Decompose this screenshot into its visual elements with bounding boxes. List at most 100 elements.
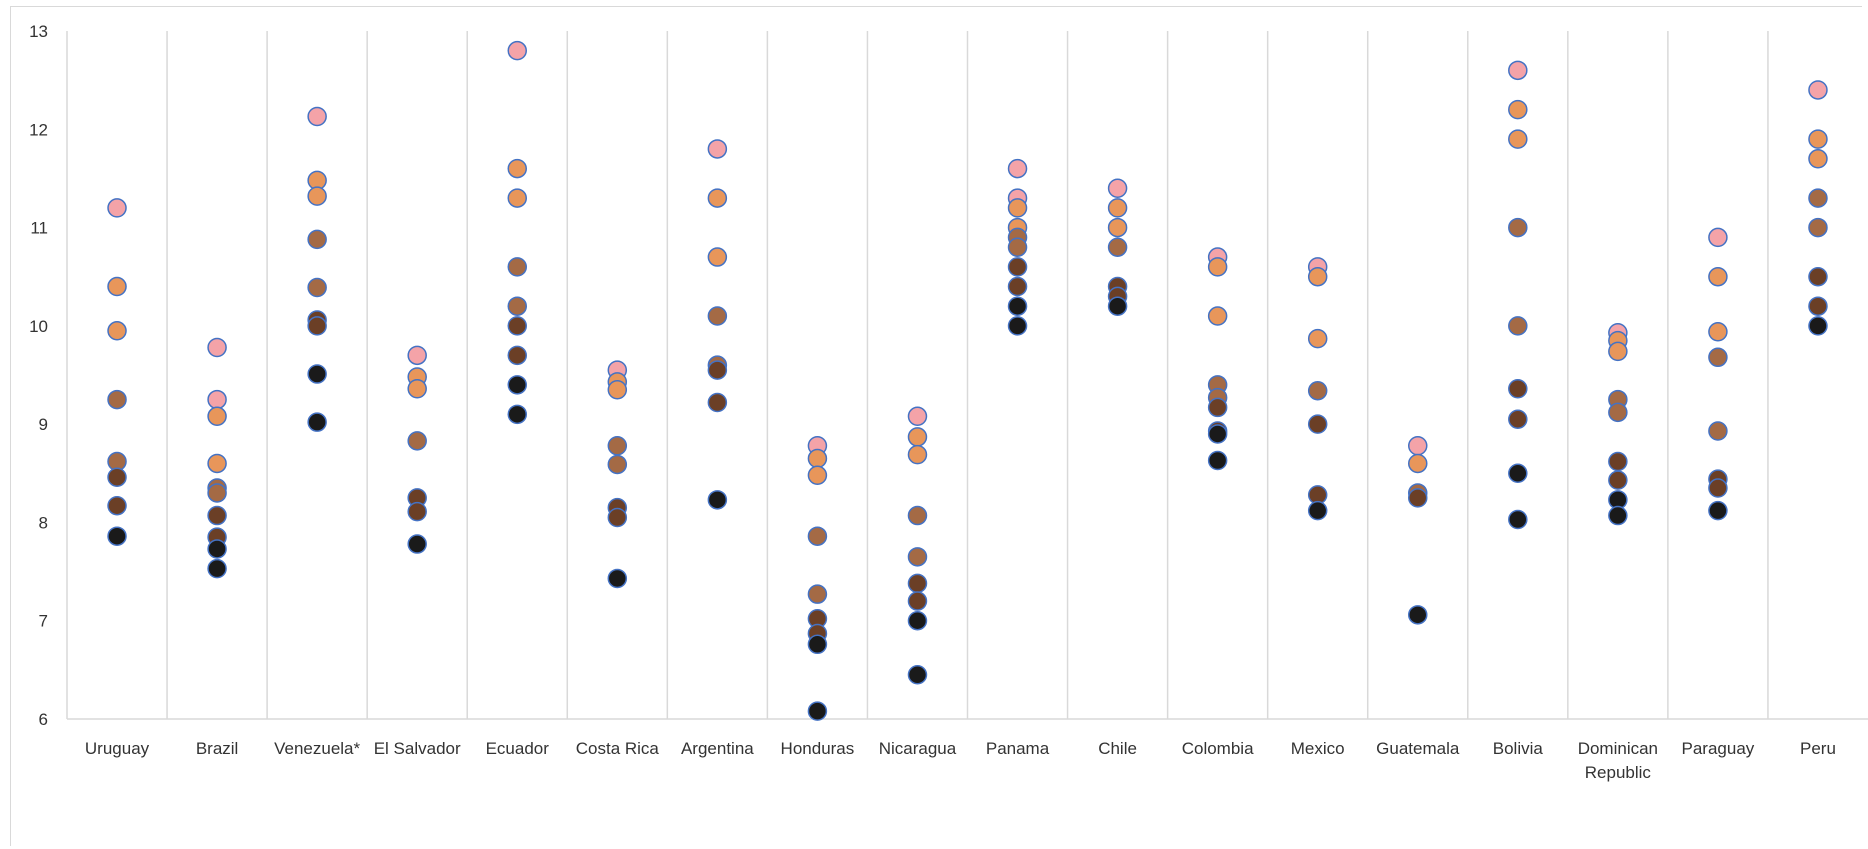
data-point bbox=[207, 558, 227, 579]
data-point bbox=[707, 392, 728, 413]
data-point bbox=[1408, 605, 1428, 625]
data-point bbox=[1107, 217, 1128, 238]
data-point bbox=[207, 505, 227, 526]
data-point bbox=[1508, 409, 1528, 429]
data-point bbox=[1508, 316, 1528, 336]
data-point bbox=[907, 547, 928, 567]
category-label: Dominican bbox=[1578, 739, 1658, 758]
data-point bbox=[207, 453, 227, 474]
data-point bbox=[1307, 414, 1328, 434]
data-point bbox=[207, 406, 227, 427]
data-point bbox=[507, 257, 527, 277]
data-point bbox=[507, 375, 527, 395]
data-point bbox=[1708, 266, 1728, 287]
data-point bbox=[1007, 276, 1028, 297]
data-point bbox=[107, 495, 127, 516]
data-point bbox=[307, 229, 327, 250]
data-point bbox=[907, 427, 928, 447]
data-point bbox=[1007, 296, 1028, 316]
data-point bbox=[807, 526, 828, 546]
data-point bbox=[707, 360, 728, 380]
data-point bbox=[1608, 505, 1628, 526]
data-point bbox=[207, 389, 227, 410]
category-label: Mexico bbox=[1291, 739, 1345, 758]
data-point bbox=[607, 454, 628, 475]
data-point bbox=[607, 507, 628, 528]
y-tick-label: 7 bbox=[39, 612, 48, 631]
data-point bbox=[907, 591, 928, 611]
data-point bbox=[1107, 198, 1128, 218]
data-point bbox=[1408, 453, 1428, 474]
category-label: Argentina bbox=[681, 739, 754, 758]
data-point bbox=[407, 431, 427, 451]
data-point bbox=[1808, 296, 1828, 316]
data-point bbox=[1107, 296, 1128, 316]
data-point bbox=[1307, 266, 1328, 287]
data-point bbox=[1508, 379, 1528, 399]
category-label: Colombia bbox=[1182, 739, 1254, 758]
y-axis: 6 7 8 9 10 11 12 13 bbox=[29, 22, 48, 729]
data-point bbox=[1808, 266, 1828, 287]
data-point bbox=[307, 277, 327, 298]
data-point bbox=[1107, 237, 1128, 257]
data-point bbox=[1808, 316, 1828, 336]
data-point bbox=[707, 139, 728, 159]
data-point bbox=[1007, 198, 1028, 218]
data-point bbox=[1207, 257, 1228, 277]
data-point bbox=[907, 610, 928, 631]
data-point bbox=[507, 345, 527, 366]
data-point bbox=[707, 247, 728, 267]
category-label: Panama bbox=[986, 739, 1050, 758]
data-point bbox=[707, 490, 728, 510]
data-point bbox=[1508, 129, 1528, 149]
data-point bbox=[507, 404, 527, 425]
data-point bbox=[307, 364, 327, 384]
category-label: Bolivia bbox=[1493, 739, 1544, 758]
data-point bbox=[1508, 99, 1528, 120]
y-tick-label: 11 bbox=[30, 219, 48, 238]
y-tick-label: 8 bbox=[39, 513, 48, 532]
data-point bbox=[1508, 217, 1528, 238]
data-point bbox=[307, 412, 327, 432]
category-label: Peru bbox=[1800, 739, 1836, 758]
data-point bbox=[407, 345, 427, 366]
data-point bbox=[407, 379, 427, 399]
data-point bbox=[907, 573, 928, 594]
data-points bbox=[107, 40, 1828, 721]
data-point bbox=[1307, 380, 1328, 401]
data-point bbox=[607, 436, 628, 456]
category-label: Republic bbox=[1585, 763, 1652, 782]
data-point bbox=[1207, 450, 1228, 471]
data-point bbox=[207, 337, 227, 358]
data-point bbox=[307, 106, 327, 127]
data-point bbox=[107, 321, 127, 341]
y-tick-label: 10 bbox=[29, 317, 48, 336]
data-point bbox=[1808, 188, 1828, 208]
category-label: Chile bbox=[1098, 739, 1137, 758]
category-label: Brazil bbox=[196, 739, 239, 758]
y-tick-label: 12 bbox=[29, 120, 48, 139]
data-point bbox=[907, 665, 928, 685]
data-point bbox=[1408, 488, 1428, 508]
data-point bbox=[807, 448, 828, 469]
data-point bbox=[1307, 500, 1328, 521]
gridlines bbox=[66, 31, 1868, 720]
data-point bbox=[1808, 129, 1828, 149]
data-point bbox=[807, 465, 828, 486]
category-label: El Salvador bbox=[374, 739, 461, 758]
data-point bbox=[507, 40, 527, 61]
y-tick-label: 13 bbox=[29, 22, 48, 41]
category-label: Uruguay bbox=[85, 739, 150, 758]
category-label: Honduras bbox=[781, 739, 855, 758]
data-point bbox=[1508, 509, 1528, 530]
data-point bbox=[1708, 322, 1728, 342]
data-point bbox=[907, 444, 928, 465]
y-tick-label: 6 bbox=[39, 710, 48, 729]
data-point bbox=[507, 316, 527, 336]
data-point bbox=[107, 276, 127, 297]
category-label: Guatemala bbox=[1376, 739, 1460, 758]
data-point bbox=[1608, 341, 1628, 362]
data-point bbox=[407, 534, 427, 554]
data-point bbox=[807, 634, 828, 655]
data-point bbox=[1608, 451, 1628, 472]
